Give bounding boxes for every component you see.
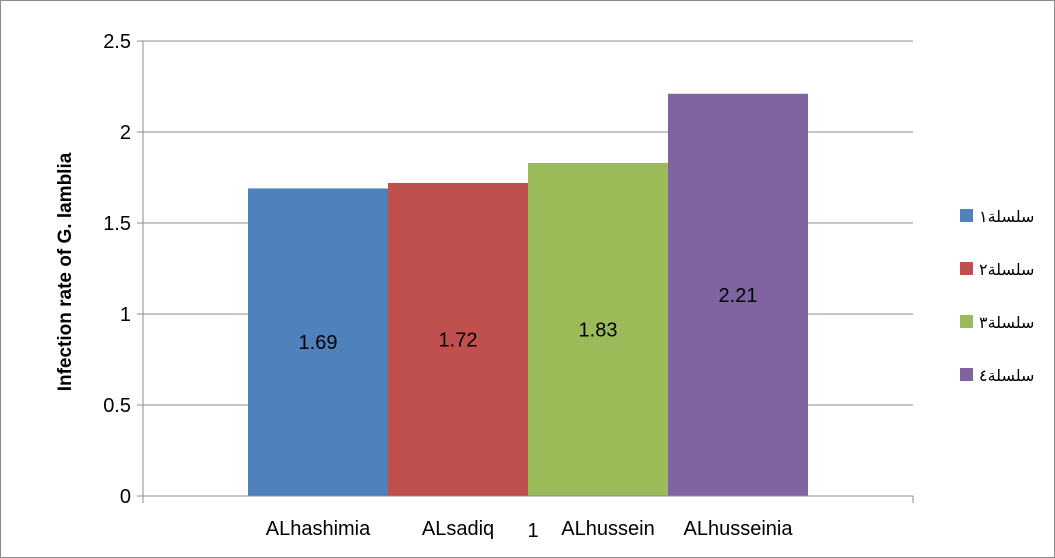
- bar-4: [668, 93, 808, 496]
- legend-swatch-3: [960, 315, 973, 328]
- legend-entry: سلسلة٢: [979, 260, 1034, 279]
- y-tick-label: 0.5: [103, 395, 131, 417]
- y-tick-label: 1: [120, 304, 131, 326]
- category-label: ALsadiq: [422, 518, 494, 540]
- legend-swatch-4: [960, 368, 973, 381]
- category-label: ALhussein: [561, 518, 654, 540]
- axes: [142, 41, 914, 503]
- category-label: ALhashimia: [266, 518, 371, 540]
- data-labels: 1.69 1.72 1.83 2.21: [299, 285, 758, 354]
- data-label: 1.72: [439, 329, 478, 351]
- legend-swatch-2: [960, 262, 973, 275]
- category-axis-label: 1: [527, 520, 538, 542]
- data-label: 2.21: [719, 285, 758, 307]
- legend-entry: سلسلة٤: [979, 366, 1034, 385]
- y-tick-label: 2.5: [103, 31, 131, 53]
- bars: [248, 93, 808, 497]
- y-tick-label: 0: [120, 486, 131, 508]
- legend-swatch-1: [960, 209, 973, 222]
- data-label: 1.69: [299, 332, 338, 354]
- y-tick-label: 1.5: [103, 213, 131, 235]
- category-label: ALhusseinia: [684, 518, 794, 540]
- y-axis-label: Infection rate of G. lamblia: [55, 152, 76, 391]
- legend-entry: سلسلة١: [979, 207, 1034, 226]
- category-labels: ALhashimia ALsadiq ALhussein ALhusseinia 1: [266, 518, 794, 542]
- bar-3: [528, 162, 668, 496]
- bar-1: [248, 188, 388, 497]
- legend: سلسلة١ سلسلة٢ سلسلة٣ سلسلة٤: [960, 207, 1034, 385]
- y-tick-label: 2: [120, 122, 131, 144]
- y-tick-labels: 0 0.5 1 1.5 2 2.5: [103, 31, 131, 508]
- bar-2: [388, 182, 528, 496]
- data-label: 1.83: [579, 319, 618, 341]
- legend-entry: سلسلة٣: [979, 313, 1034, 332]
